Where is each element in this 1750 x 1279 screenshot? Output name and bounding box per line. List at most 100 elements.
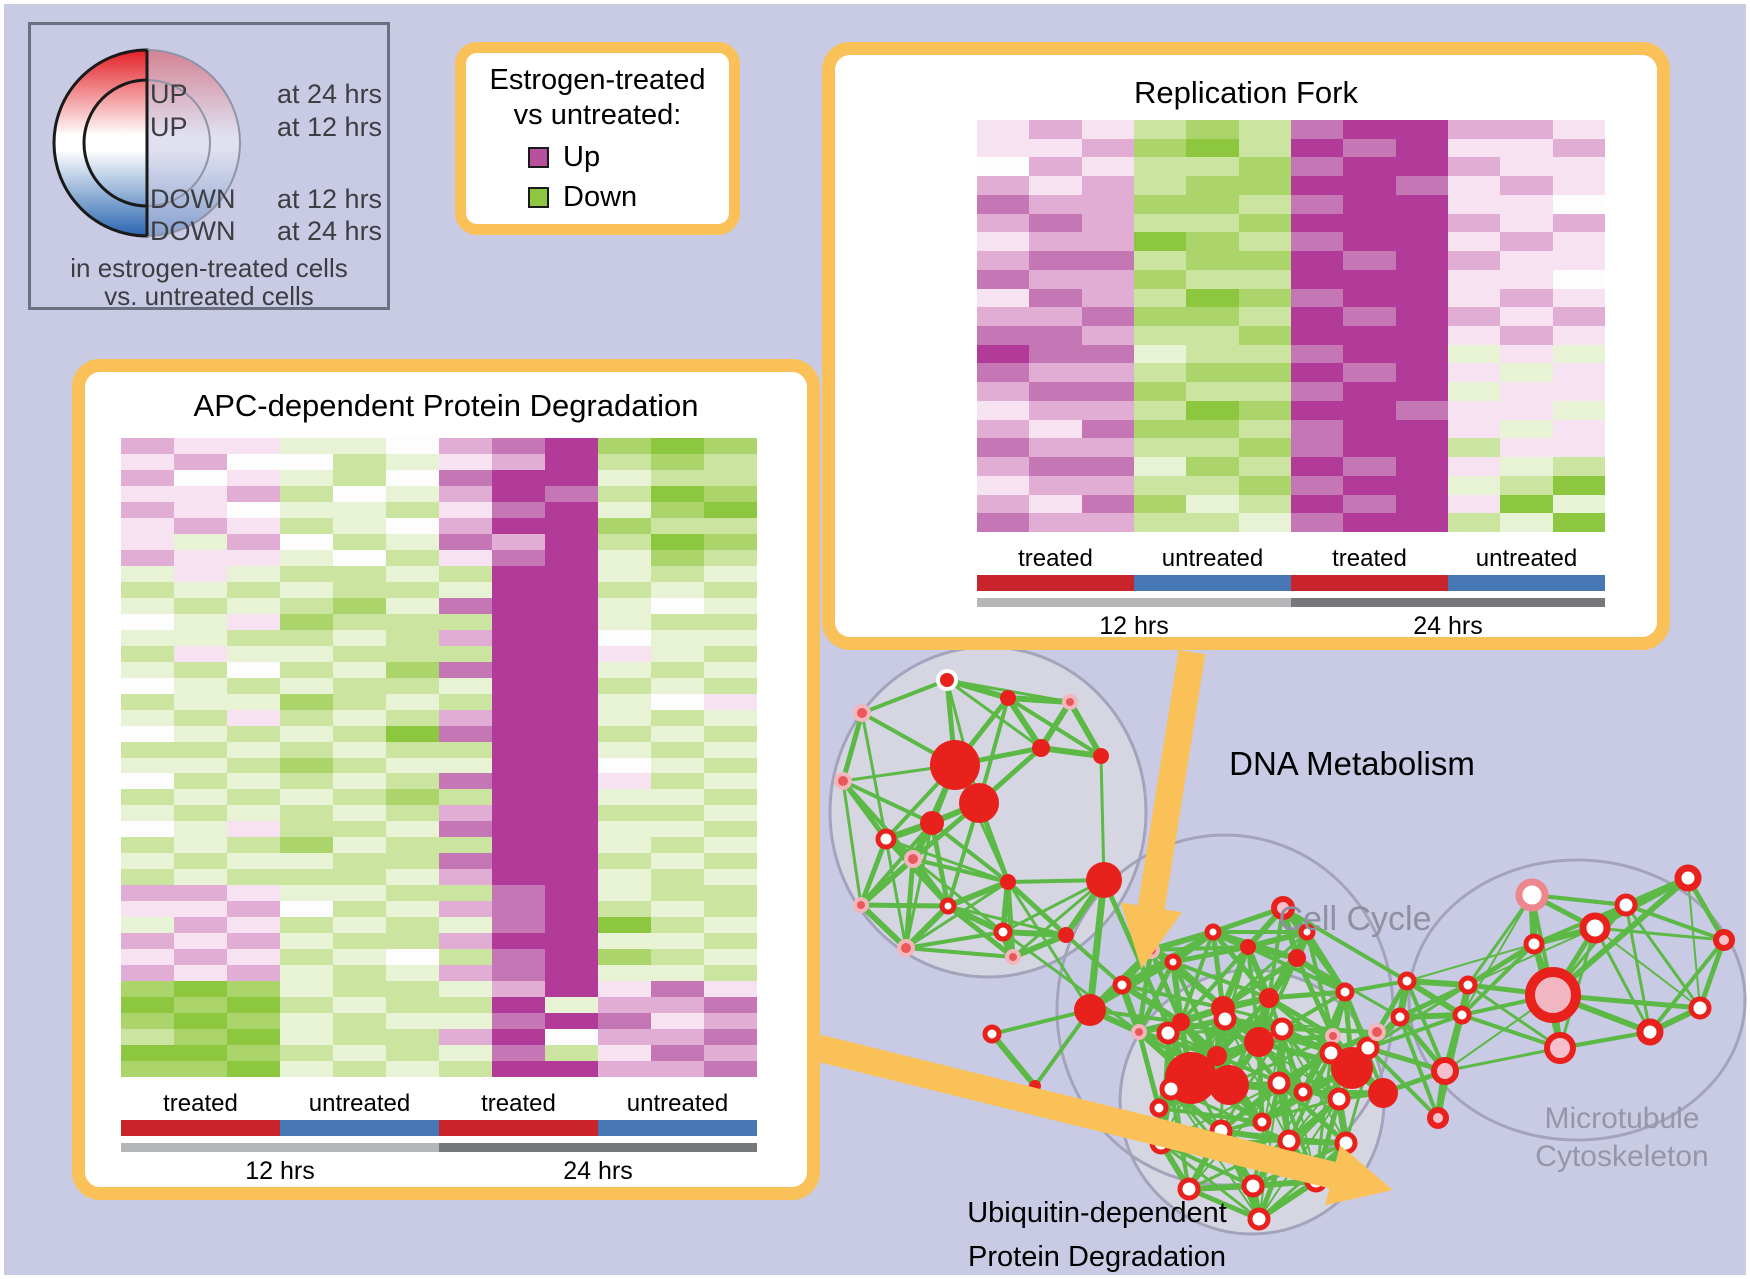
heatmap-cell xyxy=(1081,438,1134,458)
heatmap-cell xyxy=(1500,138,1553,158)
heatmap-cell xyxy=(1343,475,1396,495)
heatmap-cell xyxy=(280,1045,333,1062)
ring-time-24-down: at 24 hrs xyxy=(277,216,382,246)
heatmap-cell xyxy=(651,549,704,566)
heatmap-cell xyxy=(1238,382,1291,401)
heatmap-cell xyxy=(1343,251,1396,270)
heatmap-cell xyxy=(174,981,227,998)
down-label: Down xyxy=(563,180,638,213)
heatmap-cell xyxy=(545,453,598,470)
heatmap-cell xyxy=(651,485,704,502)
heatmap-cell xyxy=(704,1045,757,1062)
heatmap-cell xyxy=(1029,513,1082,532)
heatmap-cell xyxy=(174,645,227,662)
heatmap-cell xyxy=(1343,157,1396,177)
heatmap-cell xyxy=(1029,475,1082,495)
heatmap-cell xyxy=(386,933,439,950)
time-label: 24 hrs xyxy=(1413,612,1483,640)
network-edge xyxy=(989,1032,1038,1088)
network-edge xyxy=(1101,878,1194,1080)
heatmap-cell xyxy=(121,533,174,550)
heatmap-cell xyxy=(121,693,174,710)
heatmap-cell xyxy=(545,645,598,662)
heatmap-cell xyxy=(651,1061,704,1077)
time-bar xyxy=(439,1143,757,1152)
heatmap-cell xyxy=(977,400,1030,420)
heatmap-cell xyxy=(1133,251,1187,270)
heatmap-cell xyxy=(651,438,704,454)
heatmap-cell xyxy=(704,645,757,662)
heatmap-cell xyxy=(386,645,439,662)
heatmap-cell xyxy=(704,581,757,598)
network-edge xyxy=(1179,945,1250,1024)
heatmap-cell xyxy=(704,709,757,726)
heatmap-cell xyxy=(439,581,492,598)
heatmap-cell xyxy=(280,821,333,838)
heatmap-cell xyxy=(121,645,174,662)
heatmap-cell xyxy=(121,1061,174,1077)
heatmap-cell xyxy=(227,965,280,982)
heatmap-cell xyxy=(977,251,1030,270)
network-node xyxy=(1293,1082,1313,1102)
heatmap-cell xyxy=(1343,138,1396,158)
heatmap-cell xyxy=(1343,513,1396,532)
network-edge xyxy=(1040,745,1102,759)
heatmap-cell xyxy=(174,789,227,806)
heatmap-cell xyxy=(545,1045,598,1062)
heatmap-cell xyxy=(1238,344,1291,364)
heatmap-cell xyxy=(174,613,227,630)
heatmap-cell xyxy=(1552,307,1605,326)
heatmap-cell xyxy=(1343,419,1396,439)
network-node xyxy=(1241,1174,1265,1198)
network-node xyxy=(1159,1077,1183,1101)
heatmap-cell xyxy=(1500,325,1553,345)
network-node xyxy=(1427,1107,1449,1129)
heatmap-cell xyxy=(1029,176,1082,195)
heatmap-cell xyxy=(386,597,439,614)
network-node xyxy=(1149,1098,1169,1118)
network-edge xyxy=(1460,942,1536,1017)
heatmap-cell xyxy=(1343,382,1396,401)
network-edge xyxy=(1444,1046,1561,1073)
heatmap-cell xyxy=(1500,475,1553,495)
heatmap-cell xyxy=(704,821,757,838)
heatmap-cell xyxy=(280,853,333,870)
apc-heatmap xyxy=(121,438,757,1077)
heatmap-cell xyxy=(1395,307,1448,326)
heatmap-cell xyxy=(1290,251,1344,270)
heatmap-cell xyxy=(651,1029,704,1046)
heatmap-cell xyxy=(227,981,280,998)
network-node xyxy=(1156,1021,1180,1045)
heatmap-cell xyxy=(598,661,651,678)
network-node xyxy=(1058,927,1074,943)
network-node xyxy=(1525,967,1581,1023)
heatmap-cell xyxy=(1186,176,1239,195)
heatmap-cell xyxy=(704,757,757,774)
network-edge xyxy=(930,821,1010,884)
heatmap-cell xyxy=(121,917,174,934)
heatmap-cell xyxy=(704,438,757,454)
heatmap-cell xyxy=(704,693,757,710)
heatmap-cell xyxy=(492,901,545,918)
heatmap-cell xyxy=(280,917,333,934)
group-label: untreated xyxy=(308,1090,411,1117)
heatmap-cell xyxy=(280,549,333,566)
heatmap-cell xyxy=(121,549,174,566)
network-edge xyxy=(1281,1028,1317,1182)
heatmap-cell xyxy=(386,485,439,502)
heatmap-cell xyxy=(492,469,545,486)
heatmap-cell xyxy=(545,981,598,998)
heatmap-cell xyxy=(1290,232,1344,252)
heatmap-cell xyxy=(977,457,1030,476)
heatmap-cell xyxy=(1447,438,1501,458)
heatmap-cell xyxy=(386,565,439,582)
heatmap-cell xyxy=(651,581,704,598)
heatmap-cell xyxy=(174,629,227,646)
updown-legend-title-line1: Estrogen-treated xyxy=(489,64,706,96)
network-node xyxy=(1319,1041,1343,1065)
heatmap-cell xyxy=(386,581,439,598)
heatmap-cell xyxy=(1186,344,1239,364)
heatmap-cell xyxy=(1081,363,1134,383)
heatmap-cell xyxy=(227,453,280,470)
heatmap-cell xyxy=(704,853,757,870)
